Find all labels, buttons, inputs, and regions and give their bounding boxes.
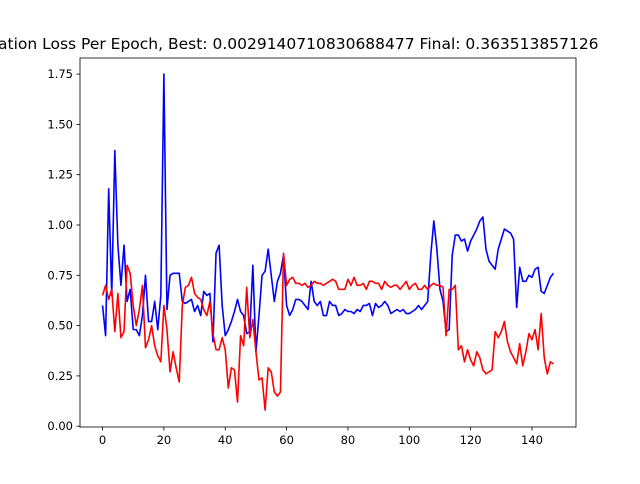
plot-frame bbox=[79, 57, 577, 428]
x-tick-label: 80 bbox=[341, 433, 356, 447]
line-series bbox=[101, 252, 554, 411]
y-tick-label: 1.75 bbox=[47, 67, 73, 81]
y-tick-label: 1.50 bbox=[47, 117, 73, 131]
line-series bbox=[101, 73, 555, 353]
y-tick-label: 0.50 bbox=[47, 319, 73, 333]
y-tick-label: 0.25 bbox=[47, 369, 73, 383]
x-tick-label: 0 bbox=[99, 433, 106, 447]
x-tick-label: 20 bbox=[157, 433, 172, 447]
x-tick-label: 40 bbox=[218, 433, 233, 447]
x-tick-label: 140 bbox=[521, 433, 543, 447]
y-tick-label: 1.25 bbox=[47, 168, 73, 182]
y-tick-label: 0.75 bbox=[47, 268, 73, 282]
chart-title: ation Loss Per Epoch, Best: 0.0029140710… bbox=[0, 35, 599, 53]
x-tick-label: 120 bbox=[460, 433, 482, 447]
x-tick-label: 100 bbox=[398, 433, 420, 447]
x-tick-label: 60 bbox=[279, 433, 294, 447]
y-tick-label: 1.00 bbox=[47, 218, 73, 232]
y-tick-label: 0.00 bbox=[47, 419, 73, 433]
